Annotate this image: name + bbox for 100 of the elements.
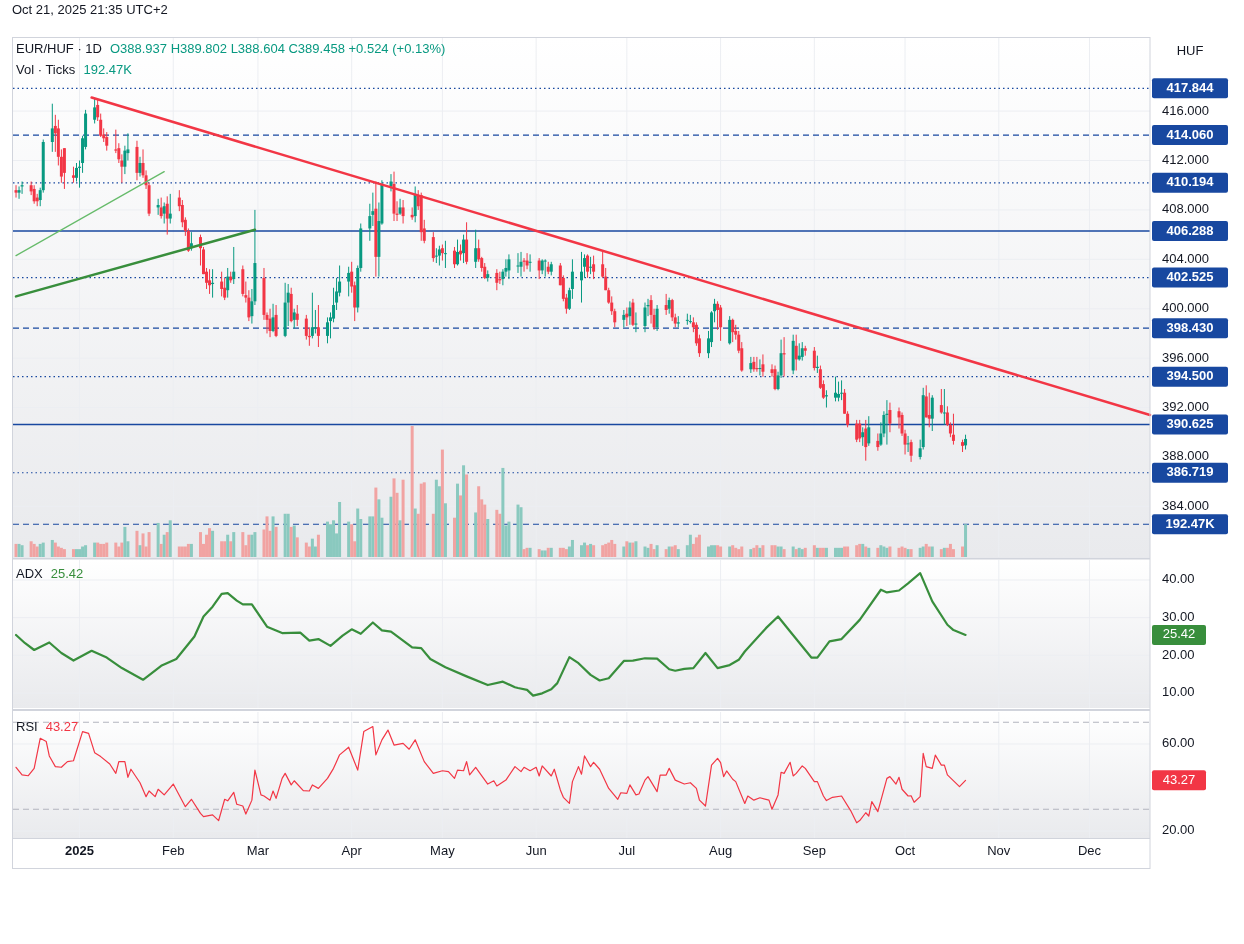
bar — [120, 542, 124, 557]
candlestick — [519, 251, 523, 278]
candlestick — [628, 300, 632, 326]
candlestick — [274, 304, 278, 338]
candlestick — [431, 231, 435, 263]
candlestick — [840, 379, 844, 401]
annotation: 192.47K — [83, 62, 133, 77]
bar — [177, 546, 181, 557]
bar — [114, 542, 118, 557]
x-tick-label: Oct — [894, 843, 916, 858]
ref-line-label: 386.719 — [1166, 464, 1214, 480]
candlestick — [271, 303, 275, 333]
y-tick-label: 400.000 — [1162, 300, 1209, 316]
candlestick — [592, 255, 596, 280]
bar — [964, 524, 968, 557]
bar — [474, 512, 478, 557]
bar — [41, 542, 45, 557]
bar — [304, 542, 308, 557]
candlestick — [495, 268, 499, 291]
bar — [948, 543, 952, 557]
bar — [401, 479, 405, 557]
bar — [465, 474, 469, 557]
y-tick-label: 392.000 — [1162, 398, 1209, 414]
ref-line-label: 406.288 — [1166, 222, 1214, 238]
bar — [356, 508, 360, 557]
y-tick-label: 408.000 — [1162, 201, 1209, 217]
bar — [229, 541, 233, 557]
candlestick — [528, 253, 532, 273]
candlestick — [942, 388, 946, 426]
bar — [368, 516, 372, 557]
candlestick — [14, 184, 18, 199]
bar — [495, 509, 499, 557]
bar — [56, 546, 60, 557]
x-tick-label: Jun — [525, 843, 547, 858]
bar — [29, 541, 33, 557]
bar — [141, 533, 145, 557]
candlestick — [906, 435, 910, 453]
y-tick-label: 20.00 — [1162, 822, 1195, 838]
bar — [389, 496, 393, 557]
candlestick — [316, 304, 320, 348]
candlestick — [165, 195, 169, 236]
bar — [307, 546, 311, 557]
candlestick — [761, 353, 765, 378]
text: 43.27 — [1162, 771, 1196, 787]
bar — [159, 543, 163, 557]
bar — [498, 513, 502, 557]
bar — [655, 545, 659, 557]
x-tick-label: Apr — [341, 843, 363, 858]
y-tick-label: 396.000 — [1162, 349, 1209, 365]
bar — [283, 513, 287, 557]
bar — [105, 542, 109, 557]
x-tick-label: May — [430, 843, 456, 858]
chart-title: EUR/HUF · 1D — [16, 41, 102, 56]
candlestick — [105, 131, 109, 152]
ref-line-label: 192.47K — [1165, 515, 1216, 531]
candlestick — [861, 426, 865, 447]
chart-title: Vol · Ticks — [16, 62, 76, 77]
candlestick — [268, 308, 272, 338]
candlestick — [909, 439, 913, 463]
candlestick — [398, 198, 402, 216]
bar — [32, 543, 36, 557]
candlestick — [834, 376, 838, 402]
candlestick — [138, 156, 142, 178]
bar — [413, 508, 417, 557]
ref-line-label: 410.194 — [1166, 174, 1215, 190]
bar — [156, 522, 160, 557]
y-tick-label: 10.00 — [1162, 684, 1195, 700]
bar — [434, 479, 438, 557]
bar — [310, 538, 314, 557]
bar — [694, 537, 698, 557]
bar — [20, 545, 24, 557]
bar — [220, 541, 224, 557]
candlestick — [17, 185, 21, 200]
candlestick — [401, 199, 405, 225]
candlestick — [295, 304, 299, 327]
y-tick-label: 30.00 — [1162, 609, 1195, 625]
candlestick — [837, 381, 841, 402]
bar — [332, 520, 336, 557]
candlestick — [474, 229, 478, 269]
candlestick — [634, 311, 638, 333]
bar — [419, 483, 423, 557]
bar — [462, 465, 466, 557]
candlestick — [927, 392, 931, 428]
candlestick — [525, 252, 529, 270]
bar — [855, 545, 859, 557]
candlestick — [888, 402, 892, 433]
bar — [456, 483, 460, 557]
bar — [377, 499, 381, 557]
candlestick — [655, 304, 659, 332]
bar — [123, 526, 127, 557]
candlestick — [728, 315, 732, 346]
bar — [226, 534, 230, 557]
candlestick — [453, 246, 456, 269]
candlestick — [159, 197, 163, 220]
y-tick-label: 384.000 — [1162, 497, 1209, 513]
candlestick — [434, 247, 438, 264]
x-tick-label: Aug — [709, 843, 733, 858]
bar — [338, 501, 342, 557]
bar — [138, 545, 142, 557]
bar — [734, 547, 738, 557]
